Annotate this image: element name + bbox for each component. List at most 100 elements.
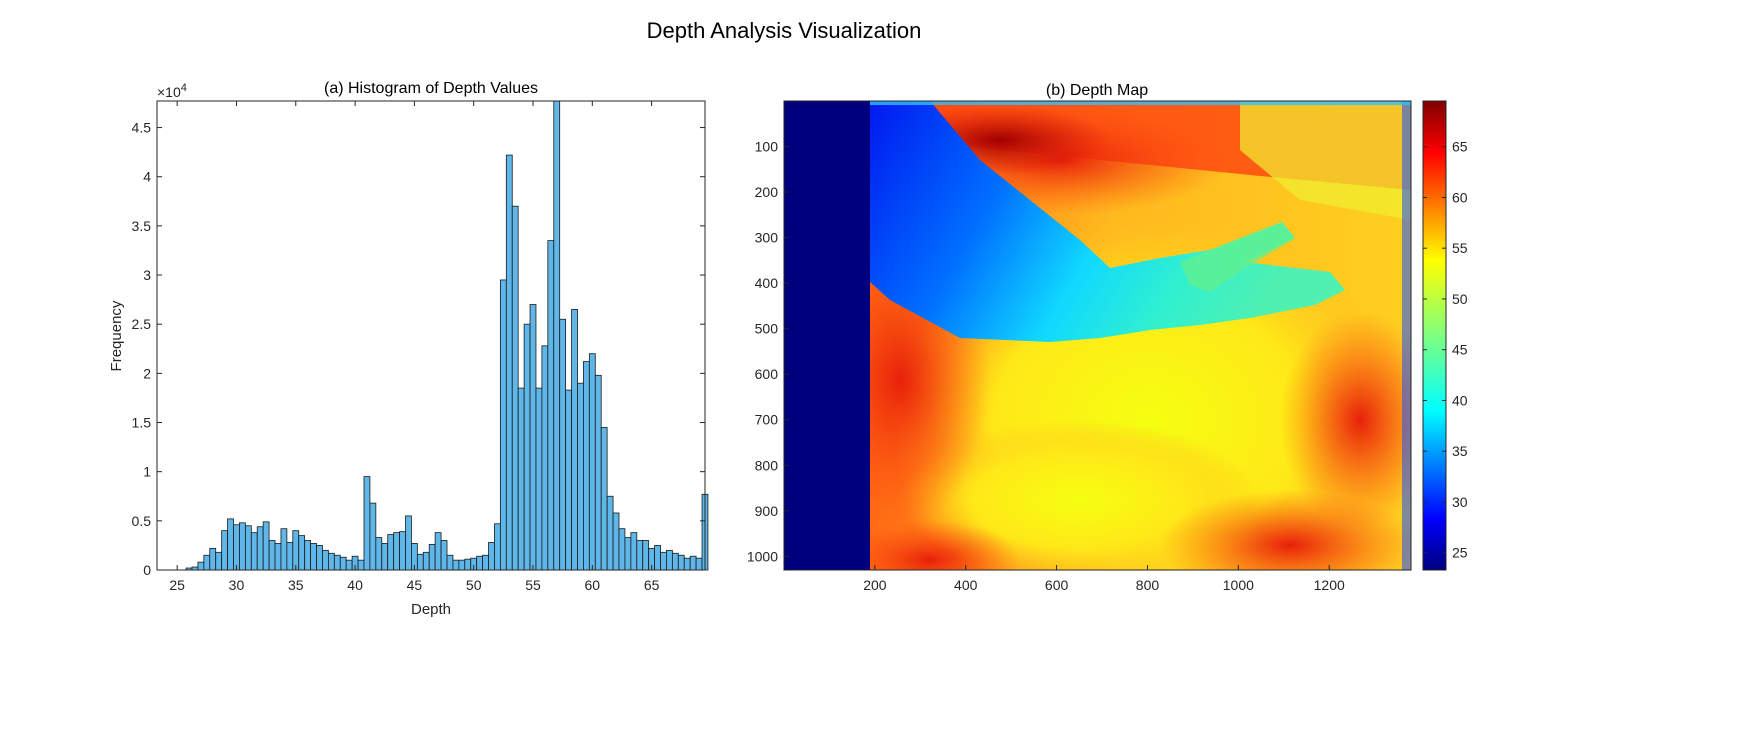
histogram-bar <box>416 553 424 571</box>
y-tick-label: 800 <box>755 457 779 473</box>
histogram-bar <box>280 528 288 571</box>
histogram-bar <box>446 554 454 571</box>
depth-map-panel: (b) Depth Map 200 400 600 800 1000 1200 100 20… <box>747 82 1412 593</box>
histogram-bar <box>541 345 549 571</box>
histogram-bar <box>559 318 567 571</box>
colorbar-tick-label: 35 <box>1452 443 1468 459</box>
y-exponent-base: ×10 <box>157 84 181 100</box>
histogram-bar <box>547 240 555 571</box>
histogram-bar <box>233 524 240 571</box>
depth-map-right-edge-noise <box>1402 101 1411 570</box>
histogram-bar <box>624 537 632 571</box>
depth-map-top-edge-noise <box>870 101 1411 105</box>
colorbar-tick-label: 55 <box>1452 240 1468 256</box>
histogram-bar <box>660 551 667 571</box>
histogram-bar <box>458 559 466 571</box>
depth-map-axes-box <box>783 100 1412 571</box>
histogram-bar <box>482 554 489 571</box>
histogram-bar <box>600 427 608 571</box>
histogram-bar <box>440 540 448 571</box>
histogram-bar <box>671 552 679 571</box>
colorbar-gradient <box>1423 101 1446 570</box>
histogram-bar <box>239 522 246 571</box>
histogram-bar <box>476 555 484 571</box>
histogram-bar <box>399 531 406 571</box>
x-tick-label: 35 <box>288 577 304 593</box>
histogram-bar <box>630 532 638 571</box>
y-tick-label: 200 <box>755 184 779 200</box>
x-tick-label: 25 <box>169 577 185 593</box>
histogram-bar <box>618 528 626 571</box>
histogram-bar <box>375 537 383 571</box>
depth-map-image <box>784 101 1411 570</box>
histogram-bar <box>268 540 276 571</box>
x-tick-label: 60 <box>585 577 601 593</box>
x-tick-label: 50 <box>466 577 482 593</box>
histogram-bar <box>553 100 561 571</box>
histogram-y-exponent: ×104 <box>157 82 187 100</box>
histogram-bar <box>256 526 264 571</box>
histogram-bar <box>292 530 300 571</box>
histogram-bar <box>689 555 697 571</box>
histogram-bar <box>612 512 620 571</box>
x-tick-label: 600 <box>1045 577 1069 593</box>
histogram-bar <box>505 154 513 571</box>
histogram-bar <box>310 543 317 571</box>
histogram-bar <box>577 382 584 571</box>
histogram-bar <box>583 361 590 571</box>
y-tick-label: 3 <box>143 267 151 283</box>
x-tick-label: 30 <box>229 577 245 593</box>
y-tick-label: 2 <box>143 365 151 381</box>
histogram-bar <box>606 495 614 571</box>
histogram-bar <box>594 374 602 571</box>
histogram-bar <box>529 304 537 571</box>
x-tick-label: 40 <box>347 577 363 593</box>
histogram-bar <box>683 557 691 571</box>
depth-map-bottom-left-red <box>840 520 1020 570</box>
y-tick-label: 700 <box>755 412 779 428</box>
histogram-bar <box>387 534 395 571</box>
histogram-panel: (a) Histogram of Depth Values 25 30 35 40 45… <box>108 80 709 618</box>
histogram-bar <box>274 543 282 571</box>
histogram-bar <box>428 544 436 571</box>
histogram-bar <box>298 535 306 571</box>
colorbar-tick-label: 65 <box>1452 139 1468 155</box>
histogram-bar <box>488 542 495 571</box>
depth-map-y-ticks: 100 200 300 400 500 600 700 800 900 1000 <box>747 139 789 564</box>
y-exponent-power: 4 <box>181 82 187 94</box>
colorbar-tick-label: 40 <box>1452 392 1468 408</box>
y-tick-label: 1.5 <box>132 415 152 431</box>
x-tick-label: 1200 <box>1314 577 1345 593</box>
histogram-bar <box>250 532 258 571</box>
histogram-bar <box>695 557 703 571</box>
y-tick-label: 300 <box>755 230 779 246</box>
histogram-bar <box>677 554 685 571</box>
colorbar-tick-label: 50 <box>1452 291 1468 307</box>
histogram-bar <box>369 502 377 571</box>
histogram-bar <box>523 323 531 571</box>
histogram-bar <box>203 554 211 571</box>
x-tick-label: 400 <box>954 577 978 593</box>
y-tick-label: 2.5 <box>132 316 152 332</box>
histogram-bar <box>571 309 578 571</box>
colorbar: 25 30 35 40 45 50 55 60 65 <box>1422 100 1468 571</box>
histogram-axes-box <box>156 100 706 571</box>
histogram-bar <box>327 552 335 571</box>
x-tick-label: 55 <box>525 577 541 593</box>
y-tick-label: 600 <box>755 366 779 382</box>
histogram-bar <box>262 521 270 571</box>
histogram-bar <box>494 523 501 571</box>
histogram-bar <box>333 554 341 571</box>
depth-map-title: (b) Depth Map <box>1046 82 1148 99</box>
y-tick-label: 1 <box>143 464 151 480</box>
histogram-bar <box>666 549 673 571</box>
histogram-bar <box>654 545 661 571</box>
histogram-bar <box>363 476 371 571</box>
histogram-bar <box>286 542 294 571</box>
y-tick-label: 0.5 <box>132 513 152 529</box>
y-tick-label: 400 <box>755 275 779 291</box>
y-tick-label: 500 <box>755 321 779 337</box>
y-tick-label: 4.5 <box>132 120 152 136</box>
histogram-bar <box>464 558 472 571</box>
figure-title: Depth Analysis Visualization <box>647 18 922 43</box>
